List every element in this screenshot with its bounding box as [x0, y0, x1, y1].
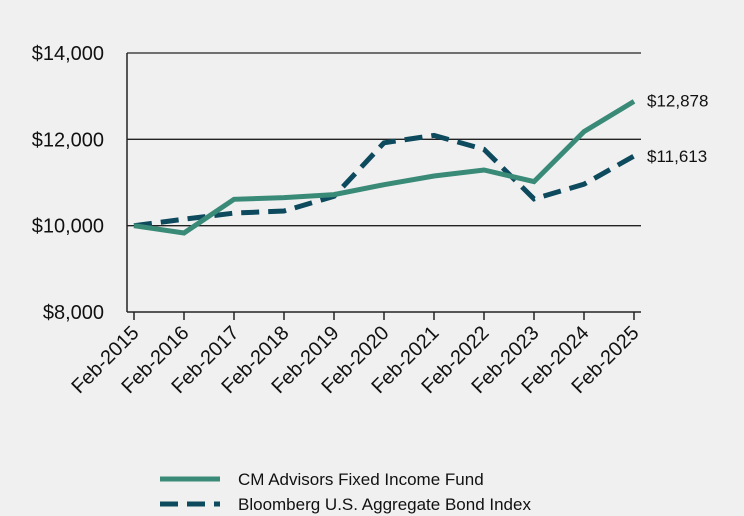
end-value-labels: $12,878 $11,613 [647, 91, 708, 166]
y-tick-label: $10,000 [32, 216, 104, 238]
legend-label: CM Advisors Fixed Income Fund [238, 470, 484, 489]
x-tick-labels: Feb-2015Feb-2016Feb-2017Feb-2018Feb-2019… [67, 312, 644, 398]
series-lines [133, 99, 636, 236]
y-tick-label: $14,000 [32, 43, 104, 65]
y-tick-labels: $8,000 $10,000 $12,000 $14,000 [32, 43, 104, 324]
grid-lines [127, 52, 641, 227]
legend: CM Advisors Fixed Income Fund Bloomberg U… [160, 470, 531, 514]
y-tick-label: $12,000 [32, 129, 104, 151]
end-value-label: $11,613 [647, 147, 707, 166]
series-line-fund [133, 99, 636, 236]
legend-label: Bloomberg U.S. Aggregate Bond Index [238, 495, 531, 514]
end-value-label: $12,878 [647, 91, 708, 110]
series-line-index [133, 132, 636, 229]
y-tick-label: $8,000 [43, 302, 104, 324]
